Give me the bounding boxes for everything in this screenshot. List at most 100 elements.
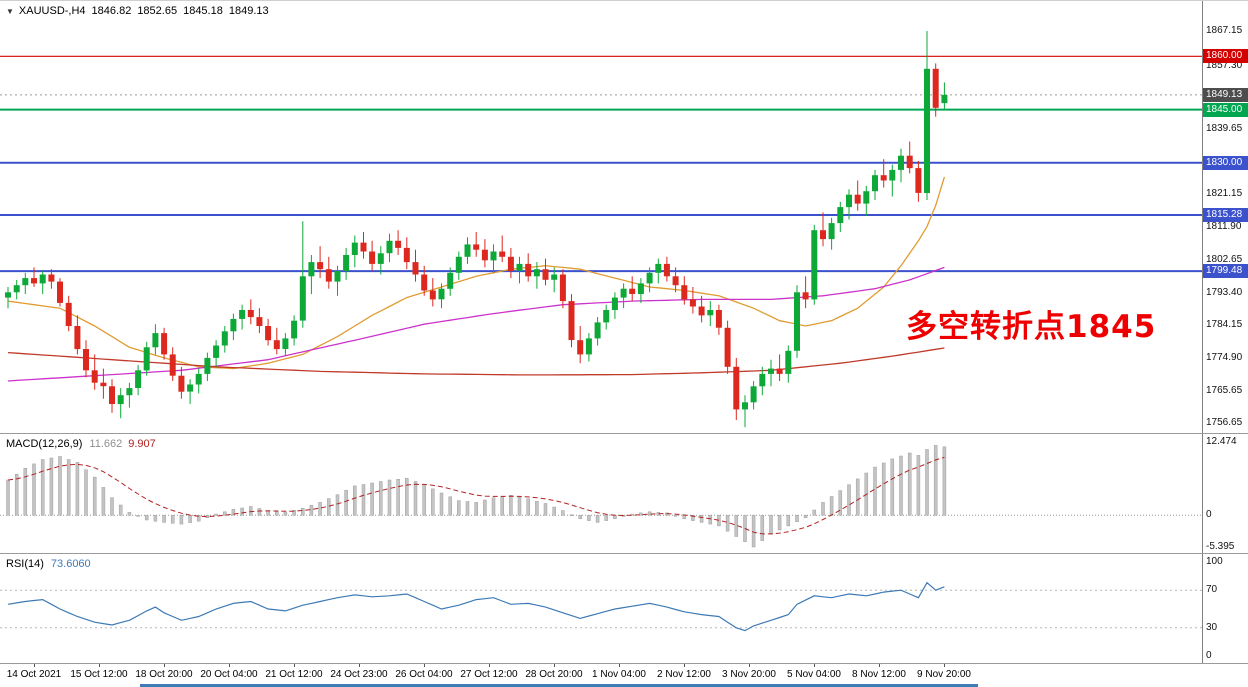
time-label: 14 Oct 2021 [6, 669, 62, 680]
bull-candle [447, 272, 454, 289]
macd-histogram-bar [491, 497, 496, 516]
bear-candle [421, 274, 428, 291]
bear-candle [265, 326, 272, 341]
rsi-panel-header: RSI(14) 73.6060 [6, 558, 91, 570]
bull-candle [39, 274, 46, 284]
bull-candle [898, 155, 904, 170]
bull-candle [464, 244, 471, 257]
macd-canvas[interactable] [0, 434, 1202, 553]
price-line-badge: 1815.28 [1203, 208, 1248, 222]
price-line-badge: 1860.00 [1203, 49, 1248, 63]
macd-histogram-bar [483, 499, 487, 516]
price-line-badge: 1799.48 [1203, 264, 1248, 278]
rsi-canvas[interactable] [0, 554, 1202, 663]
time-axis[interactable]: 14 Oct 2021 15 Oct 12:00 18 Oct 20:00 20 Oc… [0, 664, 1248, 687]
bear-candle [880, 175, 887, 181]
taskbar-strip [140, 684, 978, 687]
time-axis-divider [0, 663, 1248, 664]
macd-histogram-bar [691, 515, 695, 521]
bear-candle [481, 249, 488, 261]
price-scale-label: 1821.15 [1206, 188, 1243, 199]
macd-histogram-bar [431, 488, 435, 516]
price-scale-label: 1839.65 [1206, 123, 1243, 134]
price-scale-label: 1811.90 [1206, 221, 1242, 232]
macd-histogram-bar [474, 502, 478, 516]
macd-histogram-bar [118, 504, 123, 516]
price-chart-canvas[interactable] [0, 1, 1202, 434]
bear-candle [672, 276, 679, 286]
chart-ohlc-header: ▼ XAUUSD-,H4 1846.82 1852.65 1845.18 1849.13 [6, 5, 269, 17]
panel-divider-macd[interactable] [0, 433, 1248, 434]
macd-histogram-bar [370, 482, 374, 516]
macd-histogram-bar [387, 479, 392, 516]
macd-histogram-bar [162, 515, 166, 523]
bear-candle [109, 386, 115, 404]
macd-histogram-bar [517, 496, 522, 516]
bear-candle [776, 368, 783, 374]
time-tick [359, 664, 360, 667]
time-tick [814, 664, 815, 667]
rsi-scale-label: 100 [1206, 556, 1223, 567]
price-scale[interactable]: 1867.15 1857.30 1839.65 1821.15 1811.90 1802.… [1202, 1, 1248, 663]
bull-candle [742, 402, 748, 410]
macd-histogram-bar [682, 515, 687, 520]
bull-candle [768, 368, 774, 374]
macd-histogram-bar [144, 515, 149, 521]
macd-histogram-bar [292, 510, 296, 516]
rsi-scale-label: 70 [1206, 584, 1218, 595]
bear-candle [369, 251, 376, 264]
macd-histogram-bar [829, 496, 834, 516]
macd-histogram-bar [942, 446, 947, 516]
macd-histogram-bar [881, 462, 886, 516]
macd-scale-label: -5.395 [1206, 541, 1235, 552]
macd-histogram-bar [179, 515, 184, 525]
bull-candle [603, 310, 610, 323]
time-tick [554, 664, 555, 667]
time-tick [944, 664, 945, 667]
bear-candle [802, 292, 809, 300]
macd-histogram-bar [751, 515, 756, 548]
time-tick [489, 664, 490, 667]
bull-candle [637, 283, 644, 294]
macd-histogram-bar [769, 515, 773, 535]
bull-candle [490, 251, 497, 261]
macd-histogram-bar [595, 515, 600, 523]
time-tick [749, 664, 750, 667]
macd-histogram-bar [127, 512, 132, 516]
macd-histogram-bar [535, 500, 539, 516]
macd-histogram-bar [301, 507, 305, 516]
time-tick [879, 664, 880, 667]
macd-histogram-bar [379, 481, 383, 516]
macd-histogram-bar [647, 511, 652, 516]
bull-candle [135, 370, 142, 388]
macd-histogram-bar [630, 513, 634, 516]
bull-candle [872, 175, 878, 192]
bear-candle [429, 290, 436, 300]
bear-candle [854, 194, 861, 204]
price-scale-label: 1793.40 [1206, 287, 1243, 298]
current-price-badge: 1849.13 [1203, 88, 1248, 102]
bull-candle [846, 194, 852, 208]
macd-scale-label: 0 [1206, 509, 1212, 520]
symbol-dropdown-icon[interactable]: ▼ [6, 7, 14, 16]
macd-histogram-bar [327, 498, 331, 516]
bear-candle [499, 251, 506, 257]
bear-candle [360, 242, 367, 252]
macd-histogram-bar [170, 515, 175, 524]
bear-candle [325, 269, 332, 282]
panel-divider-rsi[interactable] [0, 553, 1248, 554]
macd-histogram-bar [821, 502, 825, 516]
bull-candle [195, 373, 202, 385]
bear-candle [403, 247, 410, 263]
macd-scale-label: 12.474 [1206, 436, 1237, 447]
macd-histogram-bar [92, 476, 97, 516]
macd-histogram-bar [6, 479, 10, 516]
bull-candle [230, 318, 237, 332]
macd-histogram-bar [448, 496, 452, 516]
rsi-scale-label: 0 [1206, 650, 1212, 661]
macd-histogram-bar [899, 455, 903, 516]
pivot-annotation-text[interactable]: 多空转折点1845 [906, 309, 1157, 345]
price-line-badge: 1830.00 [1203, 156, 1248, 170]
bull-candle [611, 297, 618, 310]
